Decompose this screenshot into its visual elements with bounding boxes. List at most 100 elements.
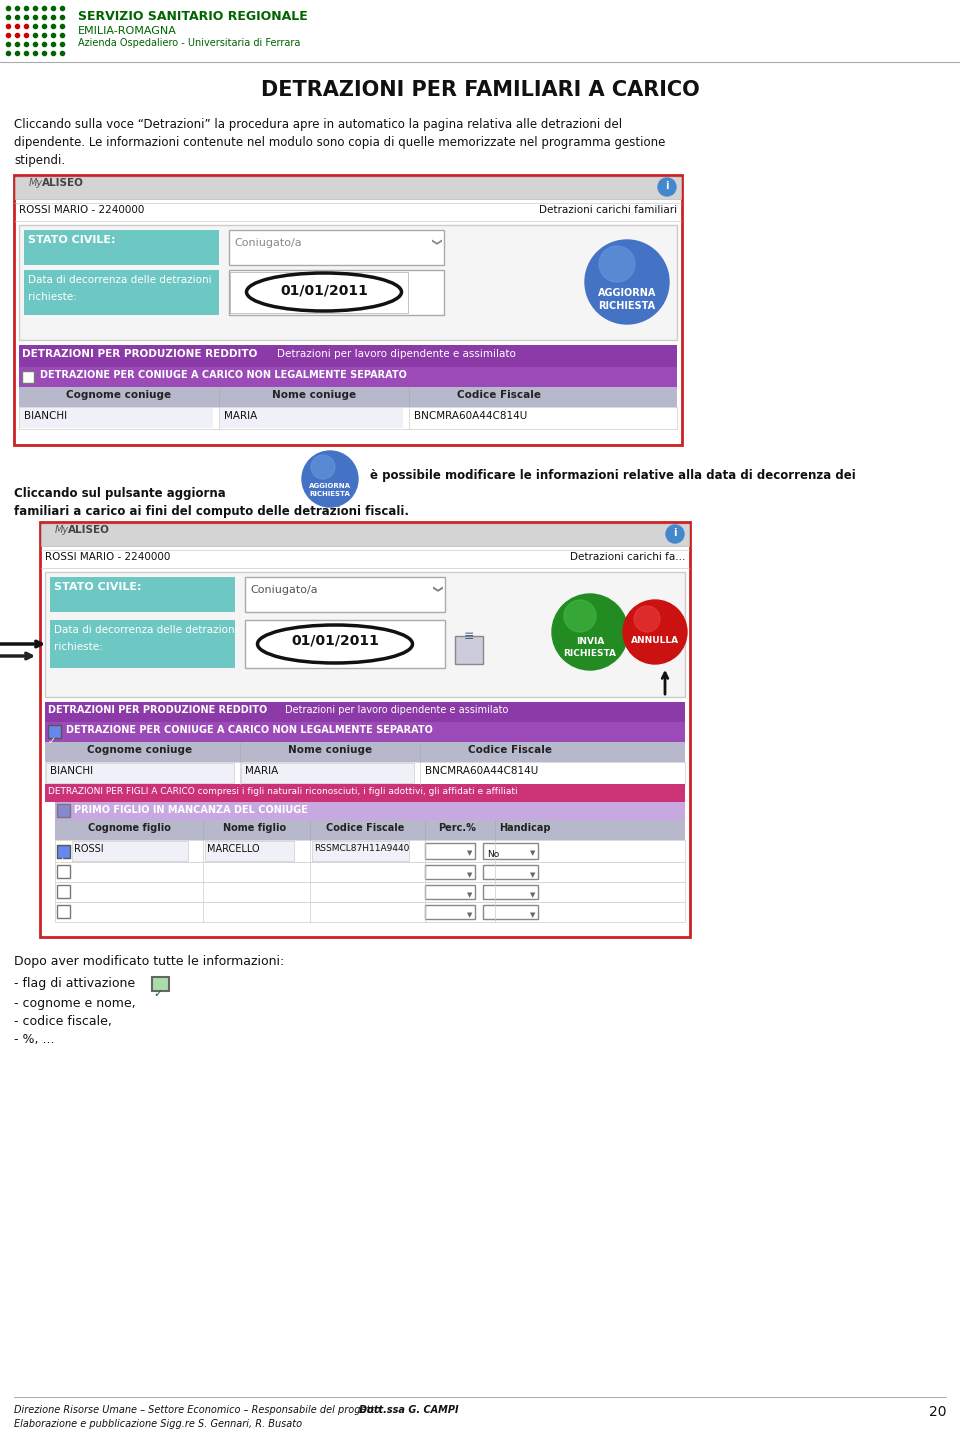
FancyBboxPatch shape	[45, 743, 685, 761]
FancyBboxPatch shape	[425, 884, 475, 899]
Text: AGGIORNA
RICHIESTA: AGGIORNA RICHIESTA	[598, 288, 657, 311]
Text: familiari a carico ai fini del computo delle detrazioni fiscali.: familiari a carico ai fini del computo d…	[14, 505, 409, 518]
FancyBboxPatch shape	[24, 270, 219, 315]
FancyBboxPatch shape	[45, 703, 685, 723]
FancyBboxPatch shape	[425, 864, 475, 879]
Text: Cognome figlio: Cognome figlio	[87, 823, 171, 833]
FancyBboxPatch shape	[45, 784, 685, 801]
Text: ▼: ▼	[530, 912, 535, 919]
Text: ❯: ❯	[430, 238, 440, 246]
FancyBboxPatch shape	[19, 386, 677, 406]
FancyBboxPatch shape	[55, 902, 685, 922]
Text: Nome coniuge: Nome coniuge	[288, 746, 372, 756]
Text: ❯: ❯	[431, 585, 441, 592]
FancyBboxPatch shape	[425, 904, 475, 919]
Text: ▼: ▼	[530, 871, 535, 879]
Text: - %, ...: - %, ...	[14, 1033, 55, 1046]
Text: Data di decorrenza delle detrazioni: Data di decorrenza delle detrazioni	[28, 275, 211, 285]
Text: MARIA: MARIA	[224, 411, 257, 421]
FancyBboxPatch shape	[22, 371, 34, 384]
Text: My: My	[29, 177, 43, 187]
Text: 01/01/2011: 01/01/2011	[291, 634, 379, 648]
Text: DETRAZIONI PER FIGLI A CARICO compresi i figli naturali riconosciuti, i figli ad: DETRAZIONI PER FIGLI A CARICO compresi i…	[48, 787, 517, 796]
Text: Elaborazione e pubblicazione Sigg.re S. Gennari, R. Busato: Elaborazione e pubblicazione Sigg.re S. …	[14, 1420, 302, 1430]
Text: Handicap: Handicap	[499, 823, 551, 833]
Text: è possibile modificare le informazioni relative alla data di decorrenza dei: è possibile modificare le informazioni r…	[370, 469, 855, 482]
FancyBboxPatch shape	[19, 225, 677, 341]
FancyBboxPatch shape	[55, 881, 685, 902]
Text: richieste:: richieste:	[54, 643, 103, 653]
Text: i: i	[673, 528, 677, 538]
FancyBboxPatch shape	[19, 406, 677, 429]
FancyBboxPatch shape	[229, 270, 444, 315]
Text: Cliccando sul pulsante aggiorna: Cliccando sul pulsante aggiorna	[14, 487, 226, 499]
FancyBboxPatch shape	[425, 843, 475, 859]
Text: Detrazioni carichi familiari: Detrazioni carichi familiari	[539, 205, 677, 215]
Circle shape	[552, 594, 628, 670]
Text: DETRAZIONE PER CONIUGE A CARICO NON LEGALMENTE SEPARATO: DETRAZIONE PER CONIUGE A CARICO NON LEGA…	[66, 726, 433, 736]
Circle shape	[666, 525, 684, 542]
Text: - flag di attivazione: - flag di attivazione	[14, 977, 135, 990]
FancyBboxPatch shape	[48, 726, 61, 738]
FancyBboxPatch shape	[152, 977, 169, 992]
Text: DETRAZIONI PER FAMILIARI A CARICO: DETRAZIONI PER FAMILIARI A CARICO	[260, 80, 700, 100]
FancyBboxPatch shape	[483, 843, 538, 859]
Text: ▼: ▼	[467, 850, 472, 856]
FancyBboxPatch shape	[45, 723, 685, 743]
Text: DETRAZIONI PER PRODUZIONE REDDITO: DETRAZIONI PER PRODUZIONE REDDITO	[48, 705, 267, 716]
Text: stipendi.: stipendi.	[14, 155, 65, 167]
Text: Data di decorrenza delle detrazioni: Data di decorrenza delle detrazioni	[54, 625, 238, 635]
FancyBboxPatch shape	[24, 230, 219, 265]
Text: Codice Fiscale: Codice Fiscale	[468, 746, 552, 756]
Text: My: My	[55, 525, 69, 535]
Text: - cognome e nome,: - cognome e nome,	[14, 997, 135, 1010]
Text: Coniugato/a: Coniugato/a	[234, 238, 301, 248]
Text: INVIA
RICHIESTA: INVIA RICHIESTA	[564, 637, 616, 658]
FancyBboxPatch shape	[483, 884, 538, 899]
FancyBboxPatch shape	[55, 861, 685, 881]
Text: BNCMRA60A44C814U: BNCMRA60A44C814U	[414, 411, 527, 421]
Text: STATO CIVILE:: STATO CIVILE:	[54, 582, 141, 592]
Text: ▼: ▼	[467, 912, 472, 919]
Text: ✓: ✓	[48, 736, 56, 746]
Circle shape	[658, 177, 676, 196]
Text: ✓: ✓	[57, 856, 65, 866]
FancyBboxPatch shape	[20, 408, 213, 428]
Text: 01/01/2011: 01/01/2011	[280, 283, 368, 298]
FancyBboxPatch shape	[483, 904, 538, 919]
Text: MARCELLO: MARCELLO	[207, 844, 259, 854]
Text: ANNULLA: ANNULLA	[631, 635, 679, 645]
Circle shape	[599, 246, 635, 282]
FancyBboxPatch shape	[19, 366, 677, 386]
Circle shape	[311, 455, 335, 479]
Text: Nome figlio: Nome figlio	[224, 823, 287, 833]
FancyBboxPatch shape	[220, 408, 403, 428]
FancyBboxPatch shape	[19, 345, 677, 366]
Text: ▼: ▼	[467, 871, 472, 879]
Text: Perc.%: Perc.%	[438, 823, 476, 833]
Text: - codice fiscale,: - codice fiscale,	[14, 1015, 112, 1027]
Text: Nome coniuge: Nome coniuge	[272, 391, 356, 401]
Text: ROSSI MARIO - 2240000: ROSSI MARIO - 2240000	[45, 552, 170, 562]
FancyBboxPatch shape	[57, 864, 70, 879]
FancyBboxPatch shape	[205, 841, 294, 861]
Text: BIANCHI: BIANCHI	[50, 766, 93, 776]
FancyBboxPatch shape	[55, 801, 685, 820]
Circle shape	[564, 600, 596, 633]
Circle shape	[585, 240, 669, 323]
Text: richieste:: richieste:	[28, 292, 77, 302]
FancyBboxPatch shape	[55, 840, 685, 861]
FancyBboxPatch shape	[57, 844, 70, 859]
FancyBboxPatch shape	[72, 841, 188, 861]
FancyBboxPatch shape	[50, 620, 235, 668]
Text: DETRAZIONI PER PRODUZIONE REDDITO: DETRAZIONI PER PRODUZIONE REDDITO	[22, 349, 257, 359]
Text: AGGIORNA
RICHIESTA: AGGIORNA RICHIESTA	[309, 484, 351, 497]
Text: BNCMRA60A44C814U: BNCMRA60A44C814U	[425, 766, 539, 776]
FancyBboxPatch shape	[57, 884, 70, 899]
FancyBboxPatch shape	[41, 524, 689, 547]
Text: SERVIZIO SANITARIO REGIONALE: SERVIZIO SANITARIO REGIONALE	[78, 10, 308, 23]
Text: Cognome coniuge: Cognome coniuge	[66, 391, 172, 401]
Text: EMILIA-ROMAGNA: EMILIA-ROMAGNA	[78, 26, 177, 36]
Text: MARIA: MARIA	[245, 766, 278, 776]
FancyBboxPatch shape	[245, 620, 445, 668]
